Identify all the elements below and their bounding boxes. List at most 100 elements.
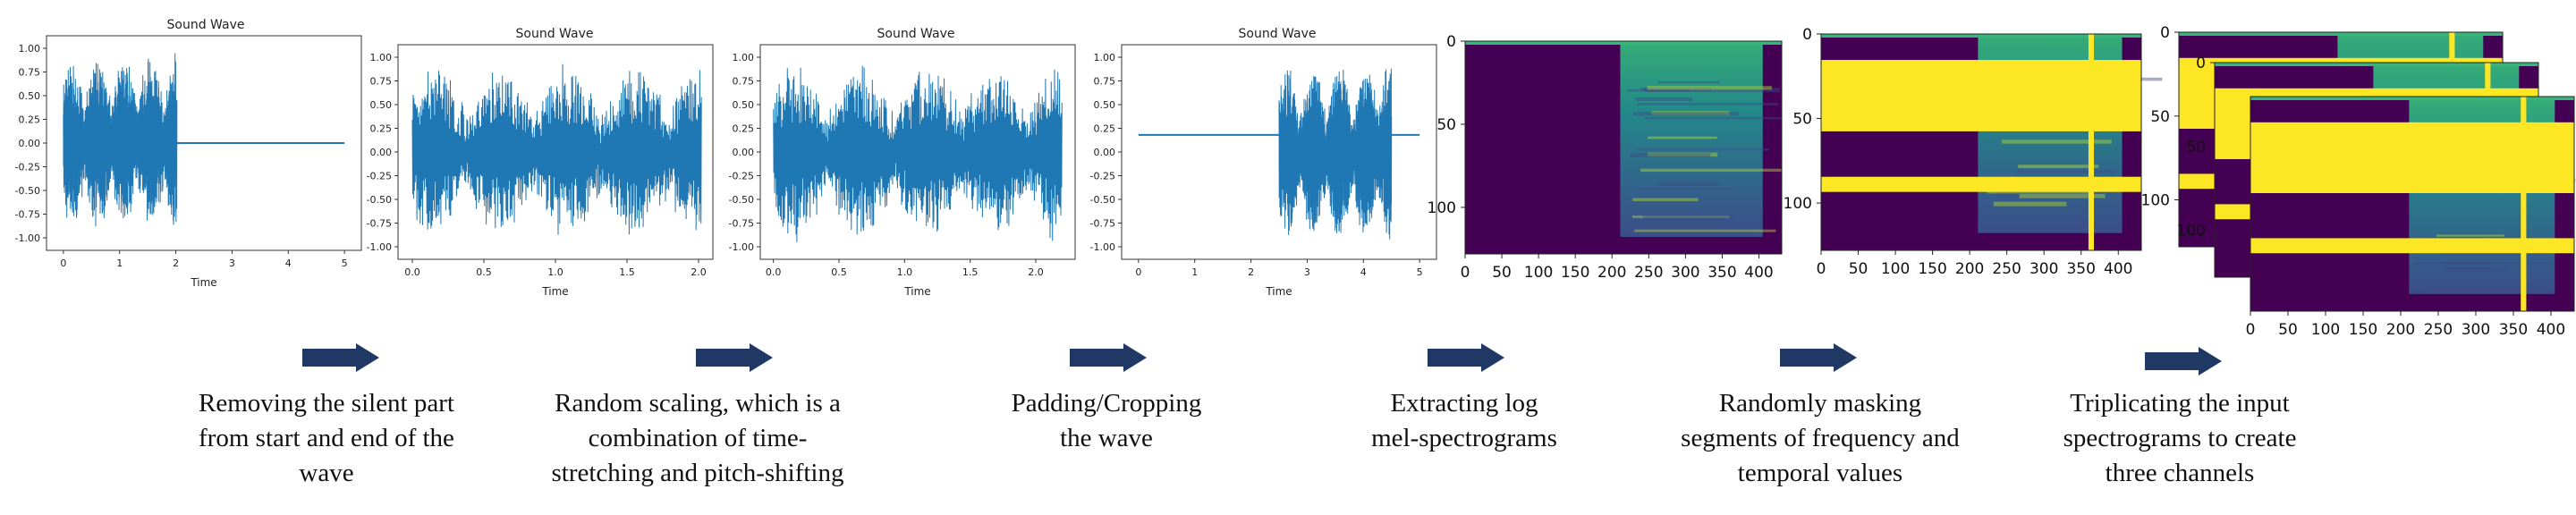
y-tick-label: 100 — [2141, 192, 2170, 210]
y-tick-label: -0.75 — [1090, 218, 1115, 230]
spectrogram-channel-3 — [2250, 96, 2576, 312]
x-tick-label: 1.5 — [619, 266, 635, 278]
spectrogram-axes: 0 50 100 0 50 100 150 200 250 300 350 400 — [1784, 26, 2133, 278]
arrow-icon — [1428, 343, 1504, 372]
x-tick-label: 250 — [2424, 321, 2453, 339]
y-tick-label: -0.50 — [1090, 194, 1115, 206]
x-tick-label: 350 — [1707, 264, 1736, 282]
x-tick-label: 200 — [1955, 260, 1984, 278]
x-axis-label: Time — [1265, 285, 1292, 298]
x-tick-label: 50 — [1849, 260, 1868, 278]
x-axis: 0 1 2 3 4 5 — [60, 250, 348, 269]
y-tick-label: 1.00 — [1094, 52, 1116, 63]
waveform-plot-original: Sound Wave 1.00 0.75 0.50 0.25 0.00 -0.25 -0.5… — [15, 18, 362, 289]
x-tick-label: 1.0 — [897, 266, 913, 278]
y-tick-label: 0.25 — [370, 123, 393, 135]
caption-line: segments of frequency and — [1681, 424, 1960, 452]
caption-line: spectrograms to create — [2063, 424, 2297, 452]
x-axis-label: Time — [903, 285, 930, 298]
y-tick-label: 1.00 — [733, 52, 755, 63]
x-tick-label: 1.5 — [962, 266, 979, 278]
y-tick-label: -0.25 — [729, 171, 754, 182]
time-mask — [2521, 97, 2527, 311]
y-tick-label: 100 — [1428, 199, 1456, 217]
x-tick-label: 150 — [1918, 260, 1946, 278]
y-tick-label: 0.50 — [1094, 99, 1116, 111]
y-tick-label: -0.75 — [729, 218, 754, 230]
x-tick-label: 4 — [1360, 266, 1367, 278]
y-tick-label: 1.00 — [19, 43, 41, 55]
spectrogram-axes: 0 50 100 — [2177, 55, 2215, 241]
x-axis-label: Time — [190, 276, 216, 289]
caption-triplicating: Triplicating the input spectrograms to cr… — [2019, 386, 2341, 491]
x-tick-label: 50 — [2278, 321, 2298, 339]
plot-title: Sound Wave — [1239, 27, 1317, 41]
time-mask — [2088, 34, 2095, 250]
y-tick-label: 100 — [1784, 195, 1812, 213]
y-tick-label: 0.75 — [733, 76, 755, 88]
spectrogram-masked: 0 50 100 0 50 100 150 200 250 300 350 400 — [1784, 26, 2163, 278]
y-tick-label: 0.50 — [370, 99, 393, 111]
x-tick-label: 100 — [1524, 264, 1553, 282]
x-tick-label: 300 — [1671, 264, 1699, 282]
y-tick-label: -0.75 — [15, 209, 40, 221]
y-tick-label: -1.00 — [729, 241, 754, 253]
frequency-mask — [1821, 176, 2141, 192]
arrow-icon — [2145, 347, 2222, 376]
y-tick-label: -0.25 — [367, 171, 392, 182]
x-tick-label: 250 — [1992, 260, 2021, 278]
x-tick-label: 0 — [2246, 321, 2256, 339]
x-tick-label: 300 — [2029, 260, 2058, 278]
x-tick-label: 150 — [2349, 321, 2377, 339]
caption-line: Random scaling, which is a — [555, 389, 841, 418]
y-tick-label: 1.00 — [370, 52, 393, 63]
y-tick-label: 0 — [1802, 26, 1812, 44]
x-tick-label: 5 — [342, 258, 348, 269]
x-tick-label: 3 — [1304, 266, 1310, 278]
arrow-icon — [1780, 343, 1857, 372]
frequency-mask — [2250, 238, 2574, 254]
plot-title: Sound Wave — [877, 27, 955, 41]
x-tick-label: 2 — [173, 258, 179, 269]
y-tick-label: 50 — [2150, 108, 2170, 126]
x-tick-label: 1.0 — [547, 266, 564, 278]
spectrogram-image — [1820, 33, 2163, 251]
waveform-plot-scaled-2: Sound Wave 1.00 0.75 0.50 0.25 0.00 -0.25 -0.5… — [729, 27, 1076, 298]
x-tick-label: 1 — [1191, 266, 1198, 278]
y-axis: 1.00 0.75 0.50 0.25 0.00 -0.25 -0.50 -0.75 -1.00 — [1090, 52, 1122, 253]
x-tick-label: 3 — [229, 258, 235, 269]
x-tick-label: 0.5 — [476, 266, 492, 278]
x-tick-label: 200 — [1597, 264, 1626, 282]
y-tick-label: 100 — [2177, 223, 2206, 241]
spectrogram-axes: 0 50 100 0 50 100 150 200 250 300 350 400 — [1428, 33, 1774, 282]
x-tick-label: 300 — [2462, 321, 2490, 339]
waveform-plot-scaled: Sound Wave 1.00 0.75 0.50 0.25 0.00 -0.25 -0.5… — [367, 27, 714, 298]
x-tick-label: 100 — [1881, 260, 1910, 278]
y-tick-label: -1.00 — [15, 232, 40, 244]
y-tick-label: -1.00 — [367, 241, 392, 253]
waveform-plot-padded: Sound Wave 1.00 0.75 0.50 0.25 0.00 -0.25 -0.5… — [1090, 27, 1437, 298]
waveform-trace — [63, 53, 345, 227]
y-tick-label: 50 — [2186, 139, 2206, 156]
caption-line: Extracting log — [1390, 389, 1538, 418]
arrow-icon — [696, 343, 773, 372]
y-tick-label: 0 — [1446, 33, 1456, 51]
x-tick-label: 0 — [60, 258, 66, 269]
waveform-trace — [411, 63, 702, 235]
y-tick-label: 0.00 — [370, 147, 393, 158]
caption-line: Padding/Cropping — [1011, 389, 1202, 418]
caption-line: Removing the silent part — [199, 389, 454, 418]
x-axis: 0.0 0.5 1.0 1.5 2.0 — [404, 259, 707, 278]
x-tick-label: 0 — [1817, 260, 1826, 278]
caption-line: mel-spectrograms — [1371, 424, 1557, 452]
x-tick-label: 0 — [1461, 264, 1470, 282]
plot-title: Sound Wave — [516, 27, 594, 41]
y-tick-label: 0.25 — [733, 123, 755, 135]
x-tick-label: 0 — [1135, 266, 1141, 278]
caption-line: wave — [299, 459, 354, 487]
caption-line: from start and end of the — [199, 424, 454, 452]
y-tick-label: 50 — [1792, 111, 1812, 129]
waveform-trace — [1138, 68, 1420, 240]
spectrogram-axes: 0 50 100 — [2141, 24, 2179, 210]
